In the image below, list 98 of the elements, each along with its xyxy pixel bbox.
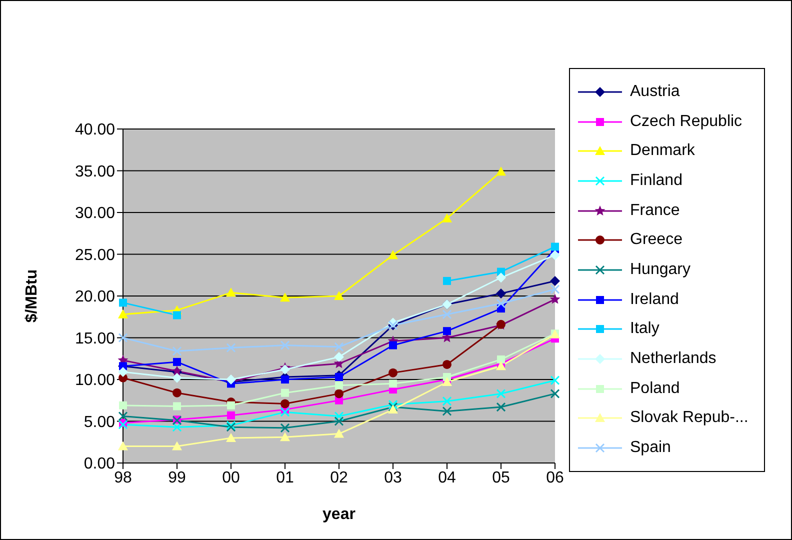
point: [496, 402, 506, 412]
y-axis-title: $/MBtu: [24, 269, 41, 323]
point: [118, 366, 128, 377]
point: [496, 166, 506, 176]
y-tick-label: 0.00: [84, 456, 116, 473]
point: [388, 402, 398, 412]
point: [281, 376, 289, 384]
legend-label: Ireland: [630, 290, 679, 309]
point: [334, 428, 344, 438]
x-tick-label: 00: [222, 469, 240, 486]
point: [172, 372, 182, 383]
y-tick-label: 20.00: [74, 288, 116, 306]
point: [172, 422, 182, 432]
point: [388, 250, 398, 260]
x-tick-label: 99: [168, 469, 186, 486]
x-tick-label: 04: [438, 469, 456, 486]
point: [550, 376, 560, 386]
point: [442, 360, 452, 369]
point: [334, 342, 344, 352]
point: [550, 276, 560, 286]
point: [172, 441, 182, 450]
x-tick-label: 02: [330, 469, 348, 486]
point: [119, 401, 127, 410]
y-tick-label: 15.00: [74, 330, 116, 348]
point: [496, 361, 506, 370]
point: [550, 388, 560, 398]
point: [227, 411, 235, 420]
point: [280, 340, 290, 350]
y-tick-label: 35.00: [74, 163, 116, 180]
point: [118, 441, 128, 450]
legend-label: Poland: [630, 380, 680, 398]
point: [497, 355, 505, 364]
point: [442, 310, 452, 320]
point: [226, 343, 236, 353]
point: [173, 311, 181, 320]
point: [551, 242, 559, 251]
legend-label: Spain: [630, 439, 671, 458]
point: [280, 423, 290, 433]
x-axis-title: year: [322, 506, 356, 523]
point: [280, 399, 290, 408]
x-tick-label: 98: [114, 469, 132, 486]
y-tick-label: 40.00: [74, 122, 116, 139]
point: [172, 388, 182, 398]
point: [496, 298, 506, 308]
legend-label: Hungary: [630, 261, 690, 279]
point: [226, 288, 236, 297]
point: [550, 250, 560, 260]
y-tick-label: 5.00: [84, 414, 116, 431]
point: [550, 294, 560, 304]
point: [443, 276, 451, 285]
point: [442, 213, 452, 222]
legend-label: France: [630, 202, 680, 220]
legend-label: Austria: [630, 82, 680, 101]
point: [496, 288, 506, 298]
point: [227, 401, 235, 410]
point: [118, 309, 128, 318]
point: [334, 416, 344, 426]
point: [280, 407, 290, 417]
point: [335, 372, 343, 381]
point: [389, 341, 397, 350]
point: [334, 411, 344, 421]
point: [550, 284, 560, 294]
point: [388, 400, 398, 410]
point: [496, 272, 506, 283]
point: [335, 381, 343, 390]
y-tick-label: 30.00: [74, 205, 116, 222]
y-tick-label: 10.00: [74, 372, 116, 390]
x-tick-label: 03: [384, 469, 402, 486]
legend-label: Netherlands: [630, 350, 716, 368]
x-tick-label: 01: [276, 469, 294, 486]
legend-label: Finland: [630, 172, 682, 190]
point: [173, 358, 181, 366]
legend-label: Italy: [630, 320, 660, 338]
point: [389, 380, 397, 388]
legend-label: Slovak Repub-...: [630, 409, 748, 428]
point: [388, 368, 398, 378]
point: [173, 402, 181, 410]
legend-label: Greece: [630, 231, 682, 250]
point: [442, 377, 452, 386]
point: [496, 388, 506, 398]
point: [442, 396, 452, 406]
x-tick-label: 06: [546, 469, 564, 486]
point: [172, 346, 182, 356]
legend-label: Czech Republic: [630, 112, 742, 131]
point: [388, 404, 398, 414]
point: [226, 432, 236, 442]
x-tick-label: 05: [492, 469, 510, 486]
point: [280, 432, 290, 442]
y-tick-label: 25.00: [74, 246, 116, 264]
point: [442, 406, 452, 416]
point: [334, 352, 344, 362]
point: [443, 327, 451, 336]
point: [334, 389, 344, 398]
point: [119, 298, 127, 307]
legend-label: Denmark: [630, 142, 695, 160]
point: [334, 291, 344, 300]
point: [280, 292, 290, 302]
point: [281, 388, 289, 397]
